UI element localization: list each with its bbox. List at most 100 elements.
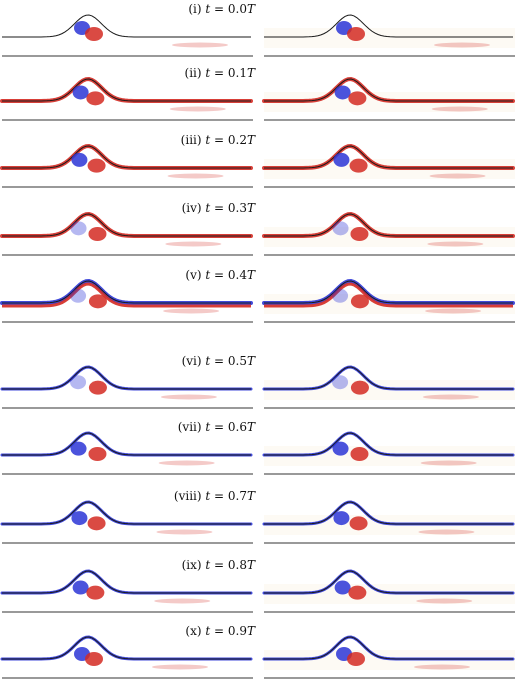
panel-label: (viii) t = 0.7T — [174, 489, 255, 503]
equals-sign: = — [210, 268, 228, 282]
time-symbol: t — [201, 558, 211, 572]
snapshot-6-left — [0, 352, 255, 418]
flow-field — [262, 365, 515, 409]
panel-time: 0.3 — [227, 201, 247, 215]
panel-unit: T — [246, 66, 255, 80]
flow-field — [0, 569, 253, 613]
panel-label: (iii) t = 0.2T — [181, 133, 255, 147]
snapshot-5-left — [0, 266, 255, 332]
flow-field — [262, 500, 515, 544]
vortex-positive — [347, 652, 365, 666]
vortex-positive — [349, 158, 368, 173]
time-symbol: t — [201, 489, 211, 503]
flow-field — [262, 212, 515, 256]
flow-field — [262, 77, 515, 121]
wake-patch — [429, 173, 486, 179]
snapshot-8-right — [262, 487, 517, 553]
vortex-positive — [347, 27, 365, 41]
vortex-positive — [348, 585, 367, 600]
wake-patch — [154, 598, 211, 604]
flow-field — [262, 279, 515, 323]
vortex-positive — [85, 652, 103, 666]
panel-label: (v) t = 0.4T — [185, 268, 255, 282]
panel-unit: T — [246, 624, 255, 638]
vortex-positive — [87, 158, 106, 173]
snapshot-4-right — [262, 199, 517, 265]
vortex-positive — [87, 516, 106, 531]
vortex-negative — [332, 288, 349, 303]
panel-label: (i) t = 0.0T — [188, 2, 255, 16]
surface-band — [0, 144, 253, 170]
vortex-negative — [72, 580, 89, 595]
panel-roman: (vii) — [177, 420, 202, 434]
equals-sign: = — [210, 133, 228, 147]
vortex-positive — [88, 380, 107, 395]
interface-line — [2, 14, 251, 38]
flow-field — [264, 14, 515, 57]
panel-roman: (i) — [188, 2, 202, 16]
wake-patch — [434, 42, 490, 48]
flow-field — [262, 635, 515, 679]
panel-time: 0.7 — [227, 489, 247, 503]
interface-line — [264, 570, 513, 594]
wake-patch — [156, 529, 213, 535]
flow-field — [0, 279, 253, 323]
vortex-positive — [86, 91, 105, 106]
time-symbol: t — [201, 268, 211, 282]
wake-patch — [165, 241, 222, 247]
snapshot-10-right — [262, 622, 517, 688]
panel-roman: (viii) — [173, 489, 202, 503]
time-symbol: t — [201, 624, 211, 638]
vortex-positive — [350, 447, 369, 461]
interface-line — [2, 366, 251, 390]
interface-line — [264, 501, 513, 525]
snapshot-1-right — [262, 0, 517, 66]
snapshot-2-left — [0, 64, 255, 130]
snapshot-7-left — [0, 418, 255, 484]
flow-field — [0, 77, 253, 121]
time-symbol: t — [201, 201, 211, 215]
flow-field — [262, 569, 515, 613]
vortex-negative — [72, 85, 89, 100]
vortex-negative — [333, 511, 350, 526]
time-symbol: t — [201, 133, 211, 147]
surface-band — [0, 431, 253, 457]
surface-band — [0, 635, 253, 661]
panel-time: 0.0 — [227, 2, 247, 16]
panel-roman: (iv) — [181, 201, 202, 215]
wake-patch — [169, 106, 226, 112]
interface-line — [264, 213, 513, 237]
panel-unit: T — [246, 489, 255, 503]
vortex-positive — [88, 227, 107, 241]
surface-band — [0, 569, 253, 595]
time-symbol: t — [201, 66, 211, 80]
panel-roman: (x) — [185, 624, 202, 638]
wake-patch — [420, 460, 477, 466]
snapshot-1-left — [0, 0, 255, 66]
vortex-negative — [71, 152, 88, 167]
snapshot-10-left — [0, 622, 255, 688]
snapshot-5-right — [262, 266, 517, 332]
interface-line — [2, 213, 251, 237]
wake-patch — [418, 529, 475, 535]
equals-sign: = — [210, 2, 228, 16]
vortex-negative — [70, 375, 87, 390]
equals-sign: = — [210, 66, 228, 80]
interface-line — [264, 145, 513, 169]
equals-sign: = — [210, 354, 228, 368]
vortex-negative — [332, 441, 349, 456]
wake-patch — [416, 598, 473, 604]
panel-unit: T — [246, 558, 255, 572]
panel-unit: T — [246, 420, 255, 434]
panel-time: 0.8 — [227, 558, 247, 572]
snapshot-9-right — [262, 556, 517, 622]
panel-time: 0.5 — [227, 354, 247, 368]
equals-sign: = — [210, 624, 228, 638]
vortex-negative — [333, 152, 350, 167]
interface-line — [264, 432, 513, 456]
time-symbol: t — [201, 2, 211, 16]
flow-field — [262, 431, 515, 475]
wake-patch — [414, 664, 470, 670]
panel-time: 0.1 — [227, 66, 247, 80]
vortex-negative — [332, 221, 349, 236]
